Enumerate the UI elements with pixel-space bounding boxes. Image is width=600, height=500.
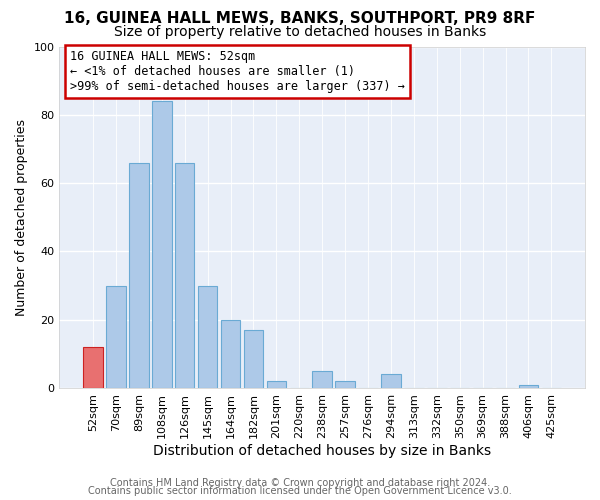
Bar <box>83 347 103 388</box>
Bar <box>129 162 149 388</box>
Bar <box>175 162 194 388</box>
Bar <box>221 320 240 388</box>
Bar <box>519 384 538 388</box>
Text: 16, GUINEA HALL MEWS, BANKS, SOUTHPORT, PR9 8RF: 16, GUINEA HALL MEWS, BANKS, SOUTHPORT, … <box>64 11 536 26</box>
Bar <box>106 286 126 388</box>
Y-axis label: Number of detached properties: Number of detached properties <box>15 118 28 316</box>
Bar <box>152 101 172 388</box>
Bar <box>313 371 332 388</box>
Bar <box>381 374 401 388</box>
Bar <box>198 286 217 388</box>
Text: Contains public sector information licensed under the Open Government Licence v3: Contains public sector information licen… <box>88 486 512 496</box>
Text: 16 GUINEA HALL MEWS: 52sqm
← <1% of detached houses are smaller (1)
>99% of semi: 16 GUINEA HALL MEWS: 52sqm ← <1% of deta… <box>70 50 405 93</box>
Text: Size of property relative to detached houses in Banks: Size of property relative to detached ho… <box>114 25 486 39</box>
Bar <box>244 330 263 388</box>
Text: Contains HM Land Registry data © Crown copyright and database right 2024.: Contains HM Land Registry data © Crown c… <box>110 478 490 488</box>
X-axis label: Distribution of detached houses by size in Banks: Distribution of detached houses by size … <box>153 444 491 458</box>
Bar <box>335 381 355 388</box>
Bar <box>266 381 286 388</box>
